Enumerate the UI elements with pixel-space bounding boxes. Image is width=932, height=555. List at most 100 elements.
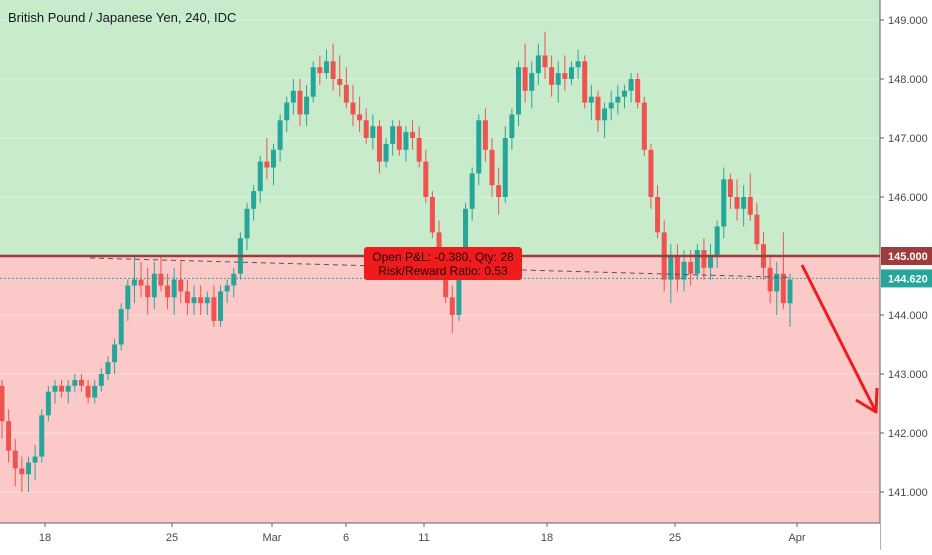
candle-body[interactable]: [628, 79, 634, 91]
candle-body[interactable]: [52, 385, 58, 392]
candle-body[interactable]: [694, 250, 700, 274]
candle-body[interactable]: [264, 161, 270, 168]
candle-body[interactable]: [165, 285, 171, 298]
candle-body[interactable]: [304, 96, 310, 115]
candle-body[interactable]: [403, 132, 409, 150]
candle-body[interactable]: [681, 261, 687, 280]
candle-body[interactable]: [0, 385, 5, 422]
candle-body[interactable]: [727, 179, 733, 197]
candle-body[interactable]: [429, 197, 435, 233]
candle-body[interactable]: [317, 67, 323, 74]
candle-body[interactable]: [92, 385, 98, 398]
candle-body[interactable]: [171, 279, 177, 298]
candle-body[interactable]: [158, 273, 164, 286]
candle-body[interactable]: [178, 279, 184, 292]
candle-body[interactable]: [297, 90, 303, 115]
candle-body[interactable]: [714, 226, 720, 257]
candle-body[interactable]: [357, 114, 363, 121]
candle-body[interactable]: [270, 149, 276, 168]
candle-body[interactable]: [568, 67, 574, 79]
candle-body[interactable]: [390, 126, 396, 144]
candle-body[interactable]: [489, 149, 495, 186]
candle-body[interactable]: [98, 374, 104, 386]
candle-body[interactable]: [376, 126, 382, 162]
candle-body[interactable]: [337, 79, 343, 85]
candle-body[interactable]: [284, 102, 290, 121]
candle-body[interactable]: [482, 120, 488, 150]
candle-body[interactable]: [747, 197, 753, 215]
candle-body[interactable]: [231, 273, 237, 286]
candle-body[interactable]: [72, 379, 78, 386]
candle-body[interactable]: [502, 138, 508, 197]
candle-body[interactable]: [602, 108, 608, 121]
candle-body[interactable]: [674, 256, 680, 280]
candle-body[interactable]: [277, 120, 283, 150]
candle-body[interactable]: [323, 61, 329, 74]
candle-body[interactable]: [615, 96, 621, 103]
candle-body[interactable]: [257, 161, 263, 192]
candle-body[interactable]: [85, 385, 91, 398]
candle-body[interactable]: [244, 208, 250, 239]
candle-body[interactable]: [330, 61, 336, 79]
candle-body[interactable]: [549, 67, 555, 85]
candle-body[interactable]: [668, 256, 674, 280]
candle-body[interactable]: [635, 79, 641, 103]
candle-body[interactable]: [542, 55, 548, 68]
candle-body[interactable]: [509, 114, 515, 138]
candle-body[interactable]: [423, 161, 429, 197]
candle-body[interactable]: [59, 385, 65, 392]
candle-body[interactable]: [767, 267, 773, 292]
candle-body[interactable]: [32, 456, 38, 463]
candle-body[interactable]: [138, 279, 144, 286]
candle-body[interactable]: [648, 149, 654, 197]
candle-body[interactable]: [721, 179, 727, 227]
candle-body[interactable]: [575, 61, 581, 68]
candle-body[interactable]: [6, 421, 12, 451]
candle-body[interactable]: [741, 197, 747, 209]
candle-body[interactable]: [582, 61, 588, 103]
candle-body[interactable]: [456, 273, 462, 315]
candle-body[interactable]: [621, 90, 627, 97]
candle-body[interactable]: [701, 250, 707, 268]
candle-body[interactable]: [145, 285, 151, 298]
candle-body[interactable]: [290, 90, 296, 103]
candle-body[interactable]: [251, 191, 257, 209]
candle-body[interactable]: [112, 344, 118, 363]
candle-body[interactable]: [65, 385, 71, 392]
candle-body[interactable]: [463, 208, 469, 274]
candle-body[interactable]: [416, 138, 422, 162]
candle-body[interactable]: [595, 96, 601, 121]
candle-body[interactable]: [396, 126, 402, 150]
candle-body[interactable]: [754, 214, 760, 245]
candle-body[interactable]: [78, 379, 84, 386]
candle-body[interactable]: [383, 143, 389, 162]
candle-body[interactable]: [370, 126, 376, 138]
candle-body[interactable]: [211, 297, 217, 321]
candle-body[interactable]: [516, 67, 522, 115]
candle-body[interactable]: [608, 102, 614, 109]
candle-body[interactable]: [734, 197, 740, 209]
position-info-label[interactable]: Open P&L: -0.380, Qty: 28 Risk/Reward Ra…: [364, 247, 522, 280]
candle-body[interactable]: [224, 285, 230, 292]
candle-body[interactable]: [105, 362, 111, 374]
candle-body[interactable]: [469, 173, 475, 209]
candle-body[interactable]: [688, 261, 694, 274]
candle-body[interactable]: [191, 297, 197, 304]
candle-body[interactable]: [588, 96, 594, 103]
candle-body[interactable]: [535, 55, 541, 74]
candle-body[interactable]: [780, 273, 786, 304]
candle-body[interactable]: [118, 309, 124, 345]
candle-body[interactable]: [529, 73, 535, 91]
candle-body[interactable]: [496, 185, 502, 197]
candle-body[interactable]: [12, 450, 18, 469]
candle-body[interactable]: [198, 297, 204, 304]
candle-body[interactable]: [476, 120, 482, 174]
candle-body[interactable]: [522, 67, 528, 91]
candle-body[interactable]: [787, 279, 793, 304]
candle-body[interactable]: [125, 285, 131, 310]
candle-body[interactable]: [708, 256, 714, 268]
candle-body[interactable]: [774, 273, 780, 292]
candle-body[interactable]: [310, 67, 316, 97]
candle-body[interactable]: [562, 73, 568, 79]
